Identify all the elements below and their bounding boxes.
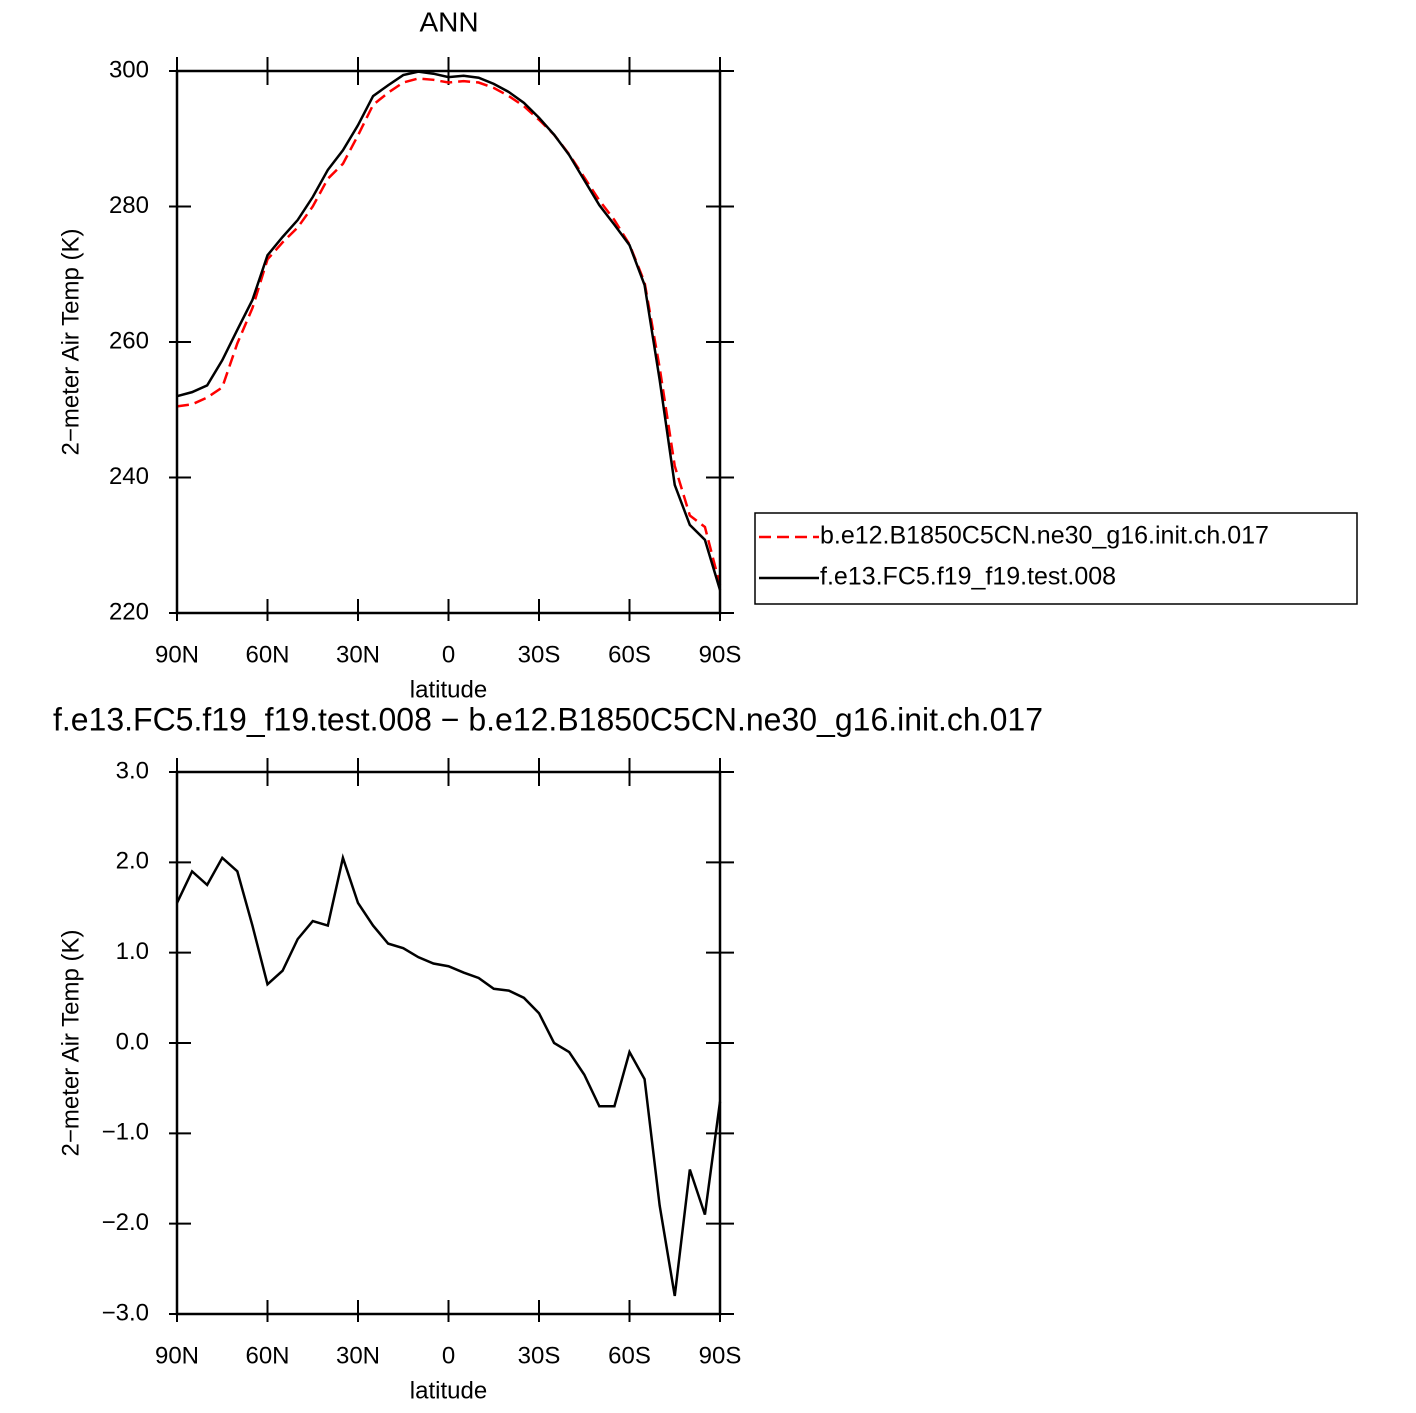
x-tick-label: 30N [336, 1342, 380, 1369]
y-tick-label: 1.0 [116, 938, 149, 965]
chart-title: f.e13.FC5.f19_f19.test.008 − b.e12.B1850… [53, 701, 1043, 737]
plot-frame [175, 770, 722, 1316]
x-tick-label: 90S [699, 1342, 742, 1369]
y-tick-label: 0.0 [116, 1028, 149, 1055]
x-tick-label: 90N [155, 641, 199, 668]
y-tick-label: −2.0 [102, 1209, 149, 1236]
y-tick-label: 240 [109, 463, 149, 490]
data-line [176, 70, 722, 591]
y-axis-label: 2−meter Air Temp (K) [57, 930, 84, 1157]
x-tick-label: 30S [518, 641, 561, 668]
y-tick-label: 260 [109, 327, 149, 354]
legend-label: f.e13.FC5.f19_f19.test.008 [820, 563, 1116, 591]
legend-box [754, 512, 1358, 605]
x-tick-label: 30S [518, 1342, 561, 1369]
x-tick-label: 0 [442, 641, 455, 668]
y-tick-label: −1.0 [102, 1119, 149, 1146]
y-tick-label: 3.0 [116, 757, 149, 784]
x-tick-label: 60N [245, 641, 289, 668]
y-axis-label: 2−meter Air Temp (K) [57, 229, 84, 456]
y-tick-label: 280 [109, 192, 149, 219]
data-line [175, 853, 722, 1297]
y-tick-label: −3.0 [102, 1299, 149, 1326]
x-tick-label: 60N [245, 1342, 289, 1369]
x-tick-label: 0 [442, 1342, 455, 1369]
x-tick-label: 60S [608, 1342, 651, 1369]
chart-title: ANN [419, 6, 478, 37]
y-tick-label: 220 [109, 598, 149, 625]
x-tick-label: 30N [336, 641, 380, 668]
plot-frame [175, 69, 722, 615]
x-tick-label: 90S [699, 641, 742, 668]
x-axis-label: latitude [410, 1377, 487, 1404]
y-tick-label: 2.0 [116, 848, 149, 875]
x-tick-label: 90N [155, 1342, 199, 1369]
x-tick-label: 60S [608, 641, 651, 668]
legend-label: b.e12.B1850C5CN.ne30_g16.init.ch.017 [820, 522, 1269, 550]
x-axis-label: latitude [410, 676, 487, 703]
y-tick-label: 300 [109, 56, 149, 83]
data-line [176, 77, 722, 586]
